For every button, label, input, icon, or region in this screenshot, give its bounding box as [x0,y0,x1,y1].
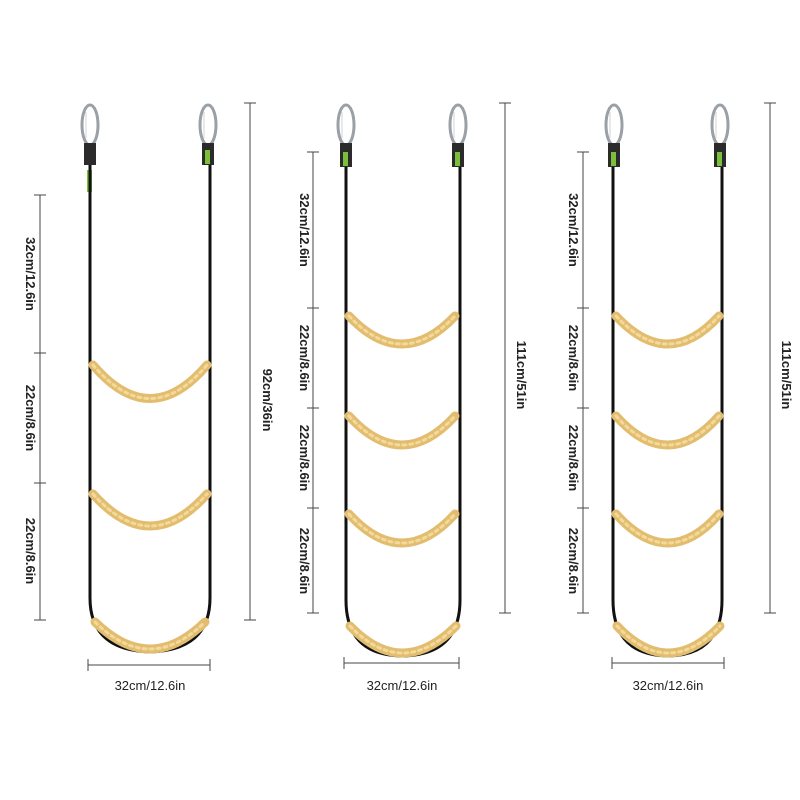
ladder-2: 32cm/12.6in 22cm/8.6in 22cm/8.6in 22cm/8… [297,102,529,693]
total-height-dimension: 92cm/36in [244,102,275,621]
total-height-dimension: 111cm/51in [764,102,794,614]
segment-label: 32cm/12.6in [23,237,38,311]
total-height-label: 92cm/36in [260,369,275,432]
width-dimension: 32cm/12.6in [611,657,725,693]
carabiner-icon [336,103,356,167]
ladder-strap [88,165,212,654]
carabiner-icon [448,103,468,167]
ladder-1: 32cm/12.6in 22cm/8.6in 22cm/8.6in 92cm/3… [23,102,275,693]
segment-label: 32cm/12.6in [297,193,312,267]
width-label: 32cm/12.6in [367,678,438,693]
segment-label: 22cm/8.6in [297,425,312,492]
segment-dimension: 32cm/12.6in 22cm/8.6in 22cm/8.6in [23,194,46,621]
segment-dimension: 32cm/12.6in 22cm/8.6in 22cm/8.6in 22cm/8… [297,151,319,614]
segment-label: 22cm/8.6in [566,425,581,492]
segment-dimension: 32cm/12.6in 22cm/8.6in 22cm/8.6in 22cm/8… [566,151,589,614]
segment-label: 22cm/8.6in [23,385,38,452]
ladder-strap [611,167,724,658]
segment-label: 32cm/12.6in [566,193,581,267]
segment-label: 22cm/8.6in [566,528,581,595]
ladder-strap [344,167,462,658]
total-height-label: 111cm/51in [514,341,529,410]
width-dimension: 32cm/12.6in [343,657,460,693]
total-height-label: 111cm/51in [779,341,794,410]
segment-label: 22cm/8.6in [297,528,312,595]
segment-label: 22cm/8.6in [23,518,38,585]
carabiner-icon [198,103,218,165]
carabiner-icon [604,103,624,167]
width-label: 32cm/12.6in [115,678,186,693]
segment-label: 22cm/8.6in [297,325,312,392]
carabiner-icon [710,103,730,167]
ladder-3: 32cm/12.6in 22cm/8.6in 22cm/8.6in 22cm/8… [566,102,794,693]
segment-label: 22cm/8.6in [566,325,581,392]
width-dimension: 32cm/12.6in [87,659,211,693]
width-label: 32cm/12.6in [633,678,704,693]
total-height-dimension: 111cm/51in [499,102,529,614]
